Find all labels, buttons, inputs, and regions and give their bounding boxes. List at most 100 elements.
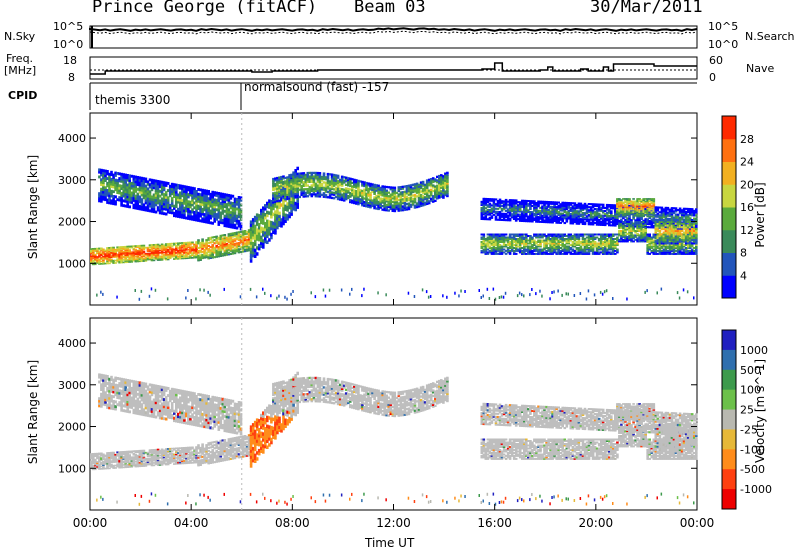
power-cell xyxy=(168,245,172,247)
power-cell xyxy=(338,178,342,181)
power-cell xyxy=(177,251,180,254)
power-cell xyxy=(521,239,524,242)
power-cell xyxy=(142,181,146,185)
power-cell xyxy=(164,203,168,206)
power-cell xyxy=(288,183,291,186)
power-cell xyxy=(150,256,154,258)
power-cell xyxy=(140,205,144,209)
power-cell xyxy=(195,218,198,222)
power-cell xyxy=(292,198,295,202)
power-cell xyxy=(106,198,109,202)
power-cell xyxy=(383,187,386,190)
power-cell xyxy=(284,219,287,223)
power-cell xyxy=(616,249,619,252)
power-cell xyxy=(555,210,558,213)
power-cell xyxy=(168,254,172,257)
power-cell xyxy=(585,251,589,254)
power-cell xyxy=(207,255,210,258)
power-cell xyxy=(193,187,196,191)
power-cell xyxy=(162,193,166,196)
power-cell xyxy=(122,253,125,255)
power-cell xyxy=(610,235,613,237)
power-cell xyxy=(142,196,146,200)
power-cell xyxy=(553,204,556,207)
power-cell xyxy=(529,211,532,214)
power-cell xyxy=(237,231,241,234)
power-cell xyxy=(181,250,184,253)
power-cell xyxy=(193,215,196,219)
power-cell xyxy=(387,198,390,201)
power-cell xyxy=(482,233,486,236)
power-cell xyxy=(610,252,613,255)
power-cell xyxy=(488,210,492,213)
power-cell xyxy=(183,190,186,193)
power-cell xyxy=(371,185,374,188)
power-cell xyxy=(158,189,162,193)
power-cell xyxy=(247,236,251,239)
power-cell xyxy=(603,245,607,248)
power-cell xyxy=(98,256,101,258)
power-cell xyxy=(154,182,158,185)
power-cell xyxy=(577,236,581,239)
power-cell xyxy=(357,183,360,186)
power-cell xyxy=(146,248,150,250)
power-cell xyxy=(349,188,352,191)
power-cell xyxy=(549,207,552,210)
power-cell xyxy=(529,236,532,239)
power-cell xyxy=(130,201,134,204)
power-cell xyxy=(440,183,443,186)
power-cell xyxy=(116,179,119,182)
power-cell xyxy=(377,189,380,193)
power-cell xyxy=(442,196,445,199)
power-cell xyxy=(233,207,237,210)
power-cell xyxy=(535,202,538,205)
power-cell xyxy=(324,178,328,181)
power-cell xyxy=(492,248,496,251)
power-cell xyxy=(249,256,253,260)
power-cell xyxy=(579,252,583,255)
power-cell xyxy=(142,177,146,181)
power-cell xyxy=(217,249,221,252)
power-cell xyxy=(201,193,204,197)
power-cell xyxy=(94,247,97,250)
power-cell xyxy=(270,220,273,225)
power-cell xyxy=(219,204,223,208)
power-cell xyxy=(389,202,393,205)
power-cell xyxy=(573,239,577,242)
power-cell xyxy=(284,182,287,185)
power-cell xyxy=(630,213,633,216)
power-cell xyxy=(369,200,372,203)
power-cell xyxy=(539,202,542,205)
power-cell xyxy=(500,209,504,212)
power-cell xyxy=(262,245,265,249)
power-cell xyxy=(593,241,597,243)
power-cell xyxy=(561,249,564,252)
power-cell xyxy=(195,253,198,255)
power-cell xyxy=(575,207,579,210)
power-cell xyxy=(294,207,297,212)
power-cell xyxy=(561,206,564,209)
power-cell xyxy=(535,247,538,249)
power-cell xyxy=(278,211,281,216)
power-cell xyxy=(486,199,490,202)
power-cell xyxy=(597,203,601,206)
power-cell xyxy=(122,180,125,184)
power-cell xyxy=(500,212,504,215)
power-cell xyxy=(134,201,138,205)
power-cell xyxy=(547,204,550,207)
power-cell xyxy=(569,217,573,220)
power-cell xyxy=(496,244,500,246)
power-cell xyxy=(166,189,170,192)
power-cell xyxy=(237,205,241,209)
power-cell xyxy=(264,207,267,211)
power-cell xyxy=(334,177,338,181)
power-cell xyxy=(201,198,204,202)
power-cell xyxy=(122,173,125,177)
power-cell xyxy=(270,203,273,207)
power-cell xyxy=(551,210,554,213)
power-cell xyxy=(136,257,140,259)
power-cell xyxy=(349,195,352,198)
power-cell xyxy=(112,246,115,249)
power-cell xyxy=(191,196,194,200)
power-cell xyxy=(247,246,251,249)
